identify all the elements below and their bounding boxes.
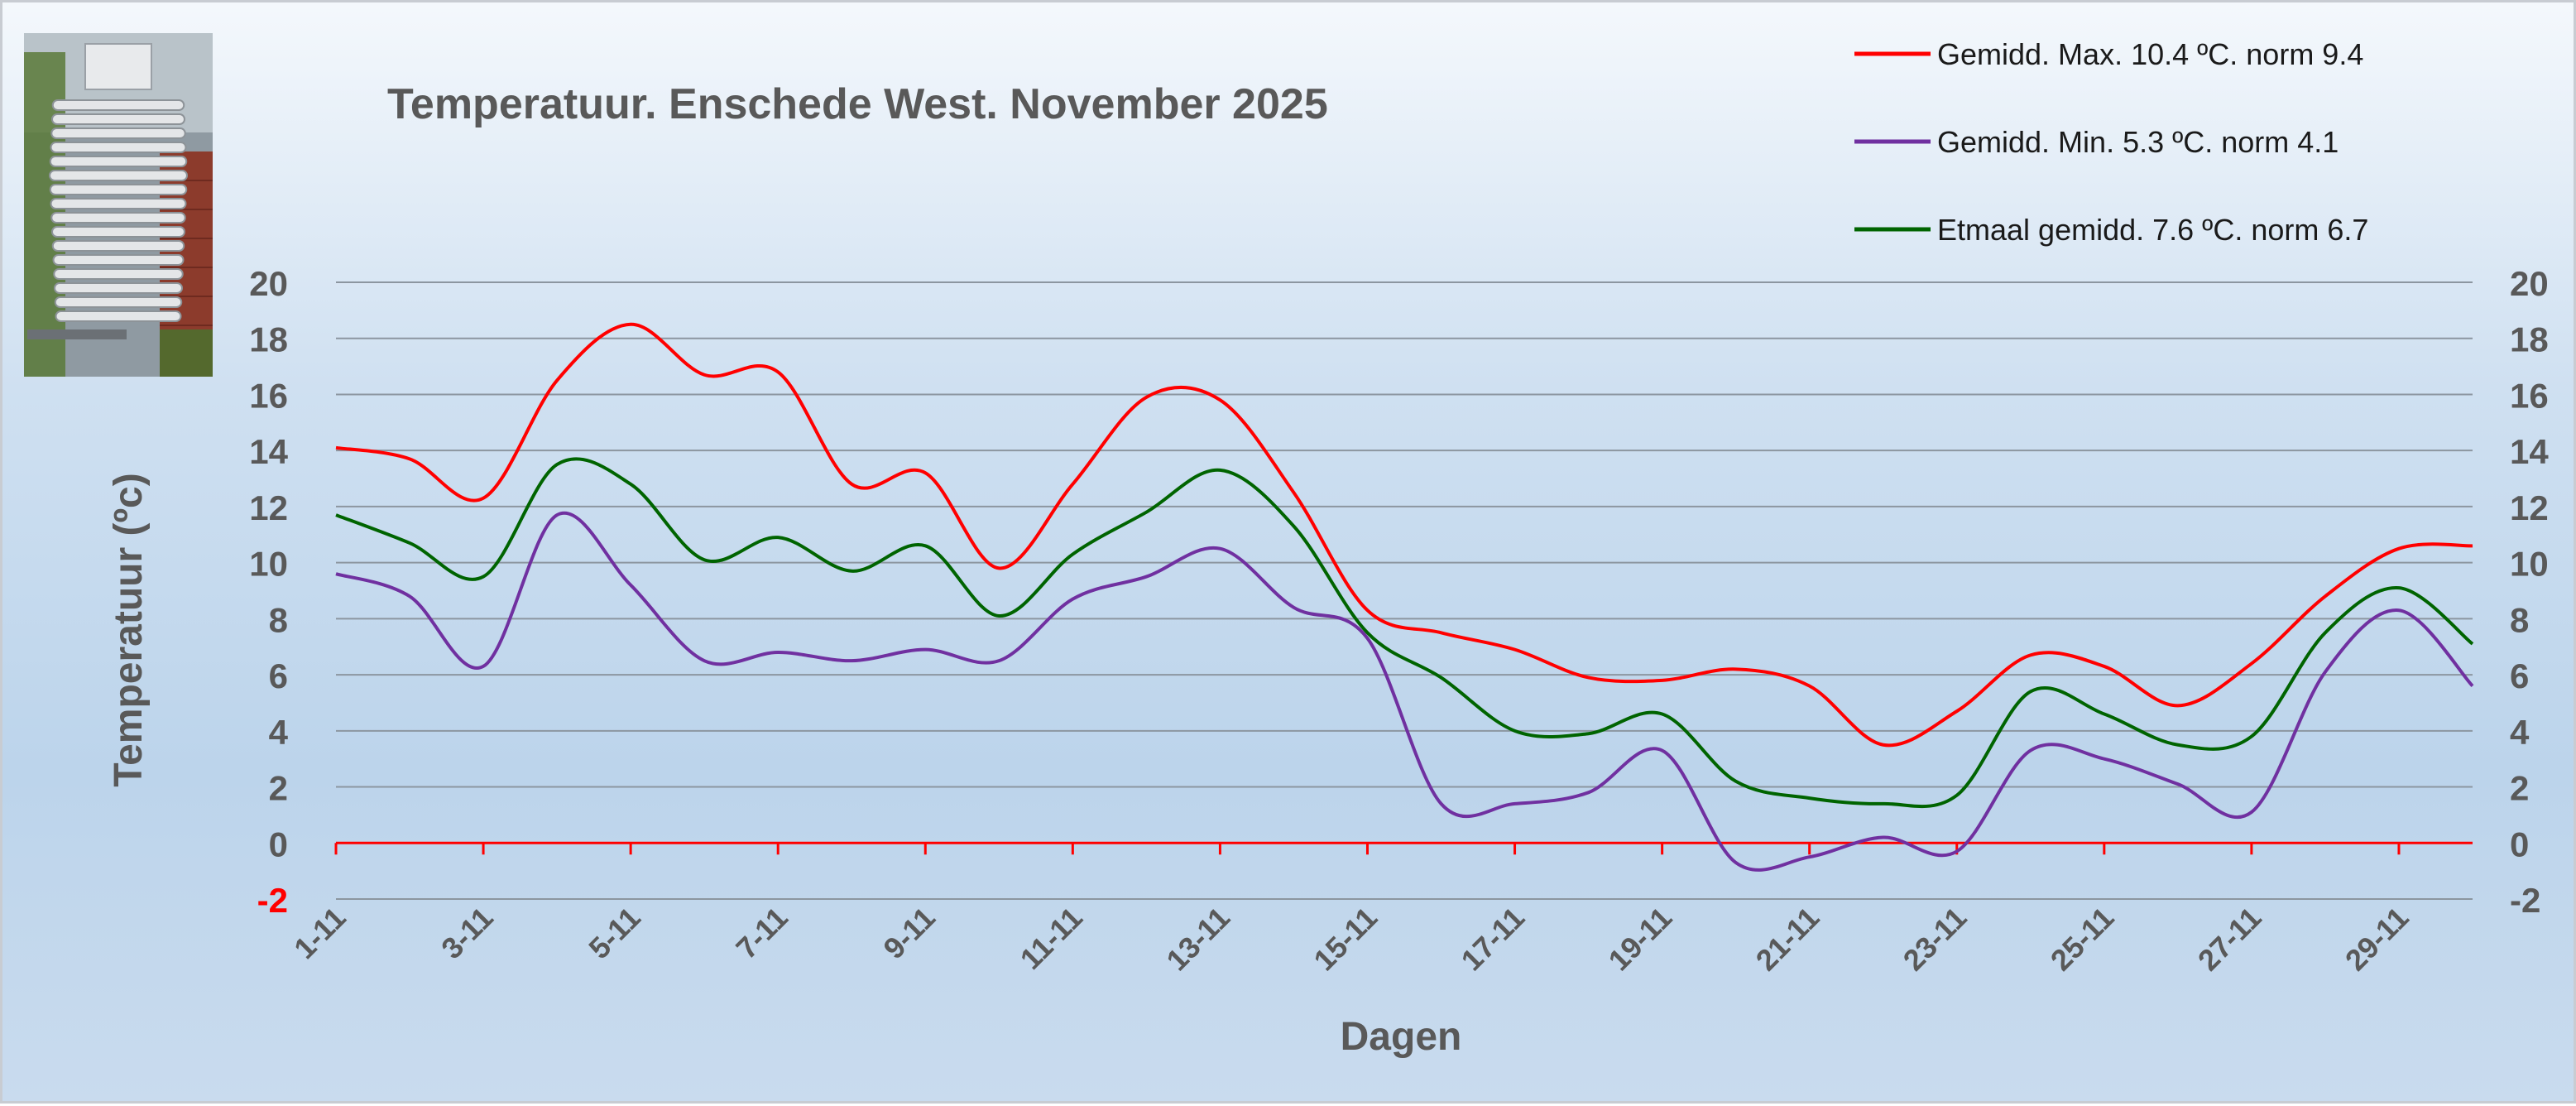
y-tick-label-right: 12 <box>2510 488 2549 527</box>
x-tick-label: 9-11 <box>876 901 942 966</box>
y-tick-label-left: 18 <box>249 320 288 359</box>
y-tick-label-right: 18 <box>2510 320 2549 359</box>
y-tick-label-right: 2 <box>2510 769 2529 808</box>
shield-plate <box>54 282 183 294</box>
y-tick-label-right: 0 <box>2510 825 2529 863</box>
series-lines <box>335 322 2474 872</box>
x-tick-label: 23-11 <box>1897 901 1974 978</box>
y-tick-label-right: 16 <box>2510 376 2549 415</box>
shield-plate <box>51 113 185 125</box>
y-tick-label-left: 4 <box>269 713 289 752</box>
shield-plate <box>50 127 186 139</box>
x-tick-label: 21-11 <box>1749 901 1826 978</box>
x-tick-label: 17-11 <box>1455 901 1532 978</box>
y-tick-label-left: 14 <box>249 432 288 471</box>
shield-plate <box>49 170 188 181</box>
shield-plate <box>52 254 185 266</box>
y-tick-label-left: 8 <box>269 600 288 639</box>
y-axis-title: Temperatuur (ºc) <box>107 473 151 786</box>
shield-plate <box>50 212 186 224</box>
shield-plate <box>53 268 184 280</box>
weather-station-photo <box>24 33 213 377</box>
y-tick-label-left: -2 <box>257 881 288 920</box>
series-line-1 <box>335 511 2474 872</box>
y-tick-label-right: 6 <box>2510 656 2529 695</box>
y-tick-label-left: 12 <box>249 488 288 527</box>
y-tick-label-right: 4 <box>2510 713 2530 752</box>
y-tick-label-right: 8 <box>2510 600 2529 639</box>
legend: Gemidd. Max. 10.4 ºC. norm 9.4 Gemidd. Mi… <box>1854 37 2368 247</box>
x-tick-label: 27-11 <box>2191 901 2268 978</box>
shield-plate <box>55 310 182 322</box>
x-tick-label: 25-11 <box>2044 901 2121 978</box>
legend-entry: Etmaal gemidd. 7.6 ºC. norm 6.7 <box>1937 213 2368 247</box>
shield-plate <box>49 184 188 195</box>
x-tick-label: 29-11 <box>2339 901 2415 978</box>
y-tick-label-right: 10 <box>2510 545 2549 584</box>
x-tick-label: 7-11 <box>729 901 794 966</box>
x-tick-label: 11-11 <box>1014 901 1089 976</box>
y-tick-label-right: 14 <box>2510 432 2549 471</box>
x-axis: 1-11 3-11 5-11 7-11 9-11 11-11 13-11 15-11 17-11… <box>287 901 2415 978</box>
legend-entry: Gemidd. Min. 5.3 ºC. norm 4.1 <box>1937 125 2339 159</box>
x-tick-label: 3-11 <box>434 901 500 966</box>
shield-plate <box>49 156 188 167</box>
x-tick-label: 13-11 <box>1159 901 1236 978</box>
shield-plate <box>54 296 183 308</box>
y-tick-label-left: 10 <box>249 545 288 584</box>
chart-title: Temperatuur. Enschede West. November 202… <box>387 80 1328 128</box>
y-tick-label-left: 6 <box>269 656 288 695</box>
y-tick-label-left: 20 <box>249 264 288 303</box>
x-tick-label: 5-11 <box>582 901 647 966</box>
shield-plate <box>50 198 187 209</box>
y-tick-label-left: 2 <box>269 769 288 808</box>
series-line-0 <box>335 322 2473 748</box>
x-tick-label: 15-11 <box>1307 901 1384 978</box>
y-tick-label-right: 20 <box>2510 264 2549 303</box>
shield-plate <box>51 99 185 111</box>
x-axis-title: Dagen <box>1341 1015 1462 1059</box>
shield-plate <box>50 142 187 153</box>
grid-lines <box>334 281 2473 900</box>
shield-plate <box>51 240 185 252</box>
series-line-2 <box>335 457 2474 809</box>
y-tick-label-right: -2 <box>2510 881 2540 920</box>
y-tick-label-left: 0 <box>269 825 288 863</box>
x-tick-label: 1-11 <box>287 901 353 966</box>
y-tick-label-left: 16 <box>249 376 288 415</box>
shield-plate <box>51 226 185 238</box>
x-tick-label: 19-11 <box>1602 901 1679 978</box>
legend-entry: Gemidd. Max. 10.4 ºC. norm 9.4 <box>1937 37 2363 71</box>
